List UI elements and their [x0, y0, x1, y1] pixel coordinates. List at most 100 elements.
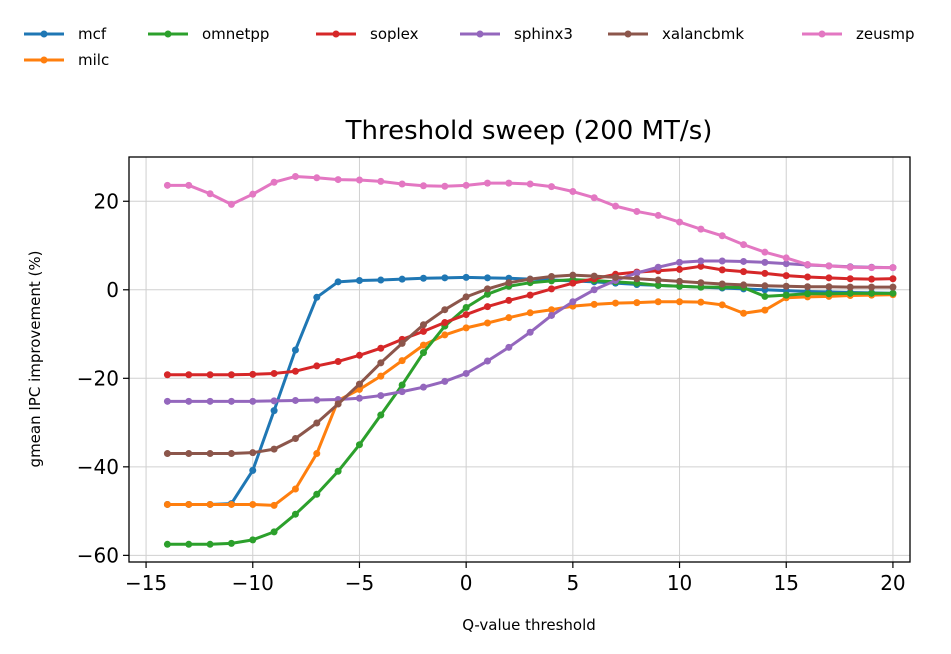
data-point-mcf	[462, 273, 470, 281]
data-point-soplex	[227, 371, 235, 379]
data-point-xalancbmk	[334, 400, 342, 408]
data-point-zeusmp	[697, 225, 705, 233]
data-point-zeusmp	[740, 241, 748, 249]
y-axis: −60 −40 −20 0 20	[77, 189, 129, 567]
data-point-omnetpp	[398, 381, 406, 389]
x-tick-label: −15	[125, 571, 167, 595]
data-point-sphinx3	[761, 258, 769, 266]
data-point-zeusmp	[249, 190, 257, 198]
data-point-milc	[676, 298, 684, 306]
data-point-zeusmp	[761, 248, 769, 256]
data-point-sphinx3	[483, 357, 491, 365]
data-point-omnetpp	[462, 303, 470, 311]
data-point-xalancbmk	[718, 280, 726, 288]
data-point-sphinx3	[313, 396, 321, 404]
data-point-sphinx3	[526, 328, 534, 336]
grid	[129, 157, 910, 562]
legend-item-sphinx3: sphinx3	[460, 25, 573, 43]
data-point-milc	[654, 298, 662, 306]
plot-frame	[128, 156, 911, 563]
data-point-omnetpp	[377, 411, 385, 419]
x-tick-label: 0	[460, 571, 473, 595]
data-point-sphinx3	[718, 257, 726, 265]
data-point-omnetpp	[334, 467, 342, 475]
data-point-zeusmp	[334, 176, 342, 184]
data-point-milc	[740, 309, 748, 317]
data-point-xalancbmk	[313, 419, 321, 427]
data-point-zeusmp	[419, 182, 427, 190]
data-point-mcf	[291, 346, 299, 354]
series-omnetpp	[163, 276, 897, 548]
data-point-mcf	[270, 407, 278, 415]
legend-item-zeusmp: zeusmp	[802, 25, 915, 43]
data-point-soplex	[505, 296, 513, 304]
legend-marker	[164, 30, 172, 38]
data-point-xalancbmk	[569, 271, 577, 279]
data-point-sphinx3	[654, 263, 662, 271]
data-point-zeusmp	[569, 188, 577, 196]
data-point-xalancbmk	[206, 450, 214, 458]
data-point-omnetpp	[227, 539, 235, 547]
data-point-milc	[483, 319, 491, 327]
data-point-zeusmp	[676, 218, 684, 226]
data-point-mcf	[249, 466, 257, 474]
data-point-sphinx3	[569, 298, 577, 306]
legend-marker	[40, 30, 48, 38]
data-point-xalancbmk	[419, 321, 427, 329]
data-point-xalancbmk	[654, 276, 662, 284]
y-tick-label: −40	[77, 455, 119, 479]
data-point-xalancbmk	[761, 282, 769, 290]
data-point-zeusmp	[804, 261, 812, 269]
legend-label: xalancbmk	[662, 25, 744, 43]
data-point-soplex	[697, 262, 705, 270]
data-point-soplex	[377, 344, 385, 352]
data-point-milc	[526, 309, 534, 317]
data-point-xalancbmk	[462, 293, 470, 301]
x-tick-label: −10	[232, 571, 274, 595]
data-point-sphinx3	[163, 397, 171, 405]
legend-item-mcf: mcf	[24, 25, 107, 43]
data-point-mcf	[334, 278, 342, 286]
data-point-soplex	[718, 266, 726, 274]
data-point-omnetpp	[761, 292, 769, 300]
legend-label: zeusmp	[856, 25, 915, 43]
legend-label: omnetpp	[202, 25, 269, 43]
data-point-zeusmp	[718, 232, 726, 240]
data-point-xalancbmk	[633, 275, 641, 283]
data-point-soplex	[761, 269, 769, 277]
data-point-milc	[612, 299, 620, 307]
data-point-omnetpp	[676, 282, 684, 290]
data-point-soplex	[569, 279, 577, 287]
data-point-omnetpp	[483, 290, 491, 298]
data-point-soplex	[548, 285, 556, 293]
data-point-soplex	[483, 303, 491, 311]
series-line-zeusmp	[165, 174, 895, 270]
data-point-soplex	[419, 327, 427, 335]
legend-label: mcf	[78, 25, 107, 43]
data-point-mcf	[398, 275, 406, 283]
legend-marker	[818, 30, 826, 38]
data-point-sphinx3	[740, 257, 748, 265]
legend-marker	[40, 56, 48, 64]
data-point-milc	[398, 357, 406, 365]
legend-marker	[624, 30, 632, 38]
data-point-sphinx3	[548, 311, 556, 319]
data-point-xalancbmk	[270, 445, 278, 453]
data-point-soplex	[526, 291, 534, 299]
x-tick-label: 15	[774, 571, 799, 595]
data-point-zeusmp	[505, 179, 513, 187]
data-point-sphinx3	[398, 388, 406, 396]
data-point-soplex	[441, 319, 449, 327]
data-point-omnetpp	[206, 540, 214, 548]
data-point-soplex	[889, 275, 897, 283]
data-point-milc	[249, 500, 257, 508]
series-line-xalancbmk	[165, 273, 895, 456]
data-point-xalancbmk	[249, 449, 257, 457]
data-point-xalancbmk	[740, 281, 748, 289]
data-point-mcf	[483, 274, 491, 282]
data-point-zeusmp	[355, 176, 363, 184]
data-point-zeusmp	[462, 181, 470, 189]
data-point-sphinx3	[377, 392, 385, 400]
data-point-xalancbmk	[676, 277, 684, 285]
